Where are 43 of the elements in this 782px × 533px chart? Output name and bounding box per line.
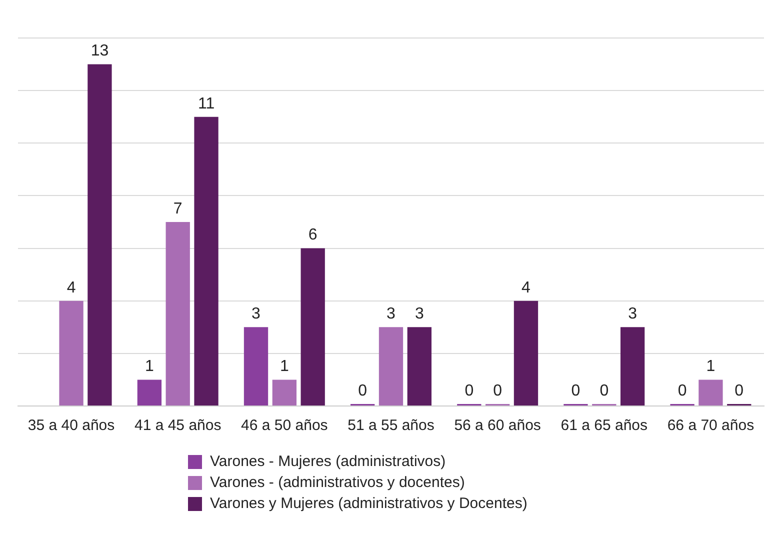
data-label: 3 (386, 306, 396, 323)
x-tick-label: 56 a 60 años (454, 417, 541, 434)
x-tick-label: 51 a 55 años (348, 417, 434, 434)
bar (244, 327, 268, 406)
x-tick-label: 41 a 45 años (134, 417, 222, 434)
data-label: 4 (522, 279, 531, 296)
x-tick-label: 66 a 70 años (667, 417, 754, 434)
bar (194, 116, 218, 406)
bar (407, 327, 432, 406)
data-label: 4 (66, 279, 76, 296)
data-label: 1 (144, 358, 154, 376)
data-label: 0 (678, 382, 687, 400)
data-label: 0 (734, 382, 744, 400)
data-label: 3 (252, 306, 261, 323)
data-label: 6 (308, 226, 318, 244)
data-label: 1 (280, 358, 289, 376)
bar (514, 300, 538, 406)
bar (378, 327, 404, 406)
data-label: 0 (358, 382, 368, 400)
bar (59, 300, 84, 406)
x-tick-label: 61 a 65 años (560, 417, 648, 434)
legend-label: Varones - (administrativos y docentes) (210, 474, 465, 491)
bar (698, 380, 723, 406)
data-label: 0 (600, 382, 609, 400)
data-label: 3 (414, 306, 424, 323)
data-label: 7 (173, 200, 182, 218)
bar (300, 248, 325, 406)
data-label: 1 (706, 358, 716, 376)
data-label: 3 (628, 306, 638, 323)
bar (620, 327, 645, 406)
legend-label: Varones - Mujeres (administrativos) (210, 453, 446, 470)
bar (272, 380, 297, 406)
bar (88, 64, 112, 406)
x-tick-label: 35 a 40 años (28, 417, 115, 434)
data-label: 13 (90, 42, 109, 60)
data-label: 0 (493, 382, 502, 400)
data-label: 0 (571, 382, 580, 400)
legend-label: Varones y Mujeres (administrativos y Docentes) (210, 495, 528, 512)
bar (166, 222, 190, 406)
data-label: 11 (198, 95, 215, 112)
data-label: 0 (464, 382, 474, 400)
bar (137, 380, 162, 406)
x-tick-label: 46 a 50 años (241, 417, 328, 434)
